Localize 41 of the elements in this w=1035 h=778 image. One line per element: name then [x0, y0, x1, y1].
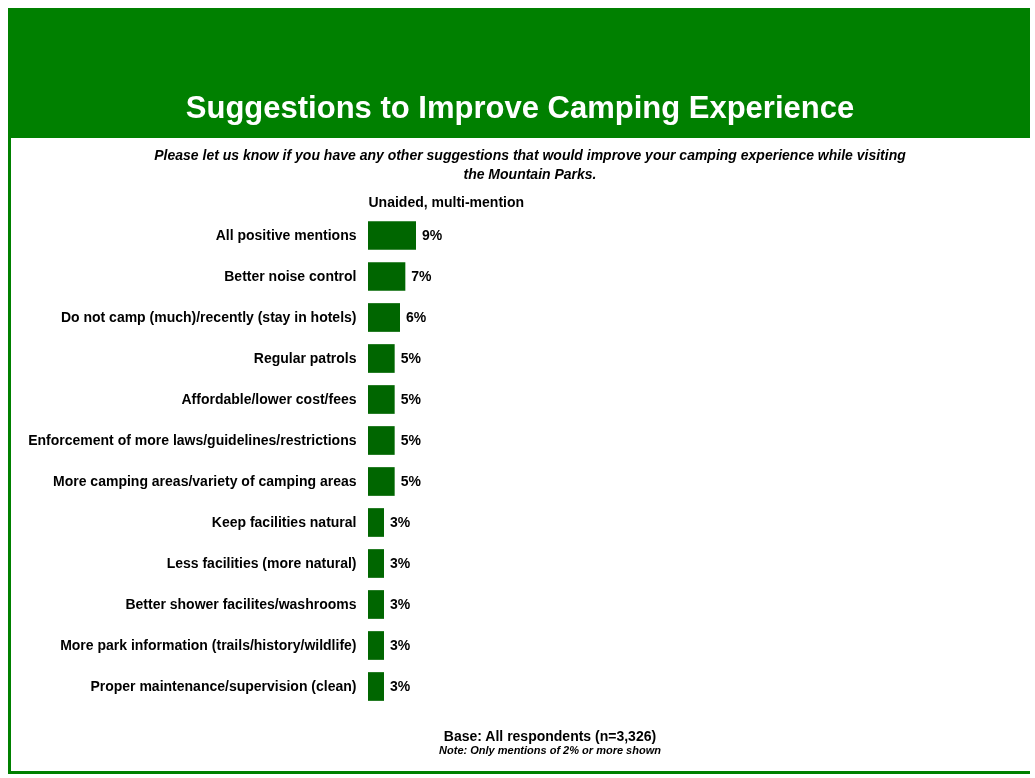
y-tick-label: Enforcement of more laws/guidelines/restrictions: [28, 431, 357, 448]
y-tick-label: Keep facilities natural: [211, 513, 357, 530]
data-label: 7%: [411, 267, 433, 284]
bar: [368, 221, 416, 250]
bar: [368, 426, 395, 455]
bar: [368, 262, 406, 291]
bar: [368, 672, 384, 701]
bar: [368, 549, 384, 578]
bar: [368, 303, 400, 332]
bar: [368, 385, 395, 414]
y-tick-label: All positive mentions: [215, 226, 357, 243]
data-label: 3%: [390, 513, 411, 530]
bar: [368, 467, 395, 496]
data-label: 5%: [400, 349, 422, 366]
y-tick-label: More camping areas/variety of camping areas: [53, 472, 357, 489]
y-tick-label: Better noise control: [224, 267, 357, 284]
data-label: 3%: [390, 636, 411, 653]
y-tick-label: Affordable/lower cost/fees: [181, 390, 357, 407]
y-tick-label: Better shower facilites/washrooms: [125, 595, 357, 612]
y-tick-label: Do not camp (much)/recently (stay in hotels): [60, 308, 357, 325]
bar: [368, 631, 384, 660]
text: Note: Only mentions of 2% or more shown: [438, 744, 662, 756]
y-tick-label: Less facilities (more natural): [166, 554, 357, 571]
data-label: 5%: [400, 431, 422, 448]
x-axis-title: Unaided, multi-mention: [368, 193, 525, 210]
data-label: 3%: [390, 677, 411, 694]
y-tick-label: Proper maintenance/supervision (clean): [90, 677, 357, 694]
bar: [368, 508, 384, 537]
text: Please let us know if you have any other suggestions that would improve your camping experience while visiting the Mountain Parks.: [153, 146, 907, 184]
text: Suggestions to Improve Camping Experience: [184, 90, 856, 126]
bar: [368, 590, 384, 619]
bar: [368, 344, 395, 373]
data-label: 5%: [400, 390, 422, 407]
data-label: 3%: [390, 595, 411, 612]
data-label: 6%: [406, 308, 427, 325]
y-tick-label: More park information (trails/history/wildlife): [60, 636, 357, 653]
data-label: 9%: [422, 226, 443, 243]
text: Base: All respondents (n=3,326): [442, 728, 658, 744]
data-label: 3%: [390, 554, 411, 571]
data-label: 5%: [400, 472, 422, 489]
y-tick-label: Regular patrols: [253, 349, 357, 366]
